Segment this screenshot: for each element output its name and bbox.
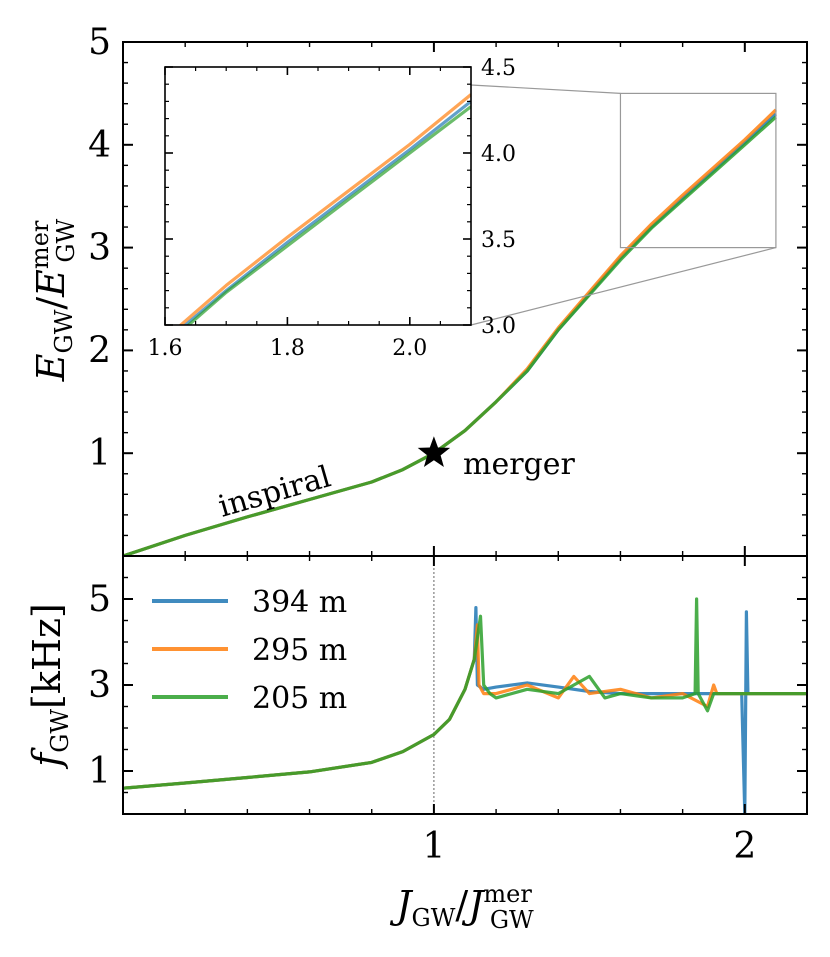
top-ytick-label-2: 2 [88, 330, 111, 371]
inset-background [165, 67, 471, 325]
bottom-ylabel-sub: GW [46, 709, 74, 753]
bottom-ytick-label-5: 5 [88, 579, 111, 620]
inset-xtick-label-1.8: 1.8 [270, 336, 305, 361]
top-ylabel-den-sup: mer [26, 220, 54, 269]
top-ylabel-den: E [29, 269, 73, 298]
top-ytick-labels: 1 2 3 4 5 [88, 22, 111, 474]
bottom-series-group [123, 597, 807, 814]
legend: 394 m 295 m 205 m [152, 585, 347, 716]
inset-ytick-label-4.0: 4.0 [481, 142, 516, 167]
inset-series-line-3 [186, 105, 471, 325]
zoom-connector-line-top [470, 84, 621, 94]
inset-series-line-2 [178, 93, 471, 325]
top-ylabel-den-sub: GW [52, 218, 80, 262]
xlabel-sub: GW [412, 904, 456, 932]
inset-xtick-label-2.0: 2.0 [392, 336, 427, 361]
inset-series-line-1 [182, 100, 471, 325]
svg-text:fGW[kHz]: fGW[kHz] [25, 603, 74, 770]
top-series-group [123, 108, 778, 556]
bottom-xtick-label-1: 1 [422, 826, 445, 867]
inset-ytick-label-4.5: 4.5 [481, 56, 516, 81]
annotation-inspiral: inspiral [215, 459, 335, 524]
bottom-ytick-label-1: 1 [88, 751, 111, 792]
xlabel-j: J [389, 883, 413, 927]
svg-text:EGW/EmerGW: EGW/EmerGW [26, 218, 80, 382]
zoom-connector-line-bottom [470, 247, 777, 326]
inset-panel: 1.6 1.8 2.0 3.0 3.5 4.0 4.5 [148, 56, 517, 361]
legend-label-1: 394 m [252, 585, 347, 620]
top-ylabel-sub: GW [50, 309, 78, 353]
bottom-series-line-1 [123, 606, 807, 814]
bottom-ticks [123, 556, 808, 814]
zoom-indicator-box [619, 92, 777, 249]
bottom-ytick-labels: 1 3 5 [88, 579, 111, 792]
bottom-xtick-label-2: 2 [733, 826, 756, 867]
top-ylabel-slash: / [29, 297, 73, 310]
inset-series-group [178, 93, 471, 325]
bottom-ytick-label-3: 3 [88, 665, 111, 706]
xlabel-slash: / [455, 883, 468, 927]
bottom-ylabel: fGW[kHz] [25, 603, 74, 770]
inset-ticks [164, 66, 471, 326]
inset-ytick-label-3.5: 3.5 [481, 228, 516, 253]
top-ytick-label-4: 4 [88, 125, 111, 166]
xlabel-den-sub: GW [490, 906, 534, 934]
merger-star-marker [417, 436, 451, 467]
legend-label-2: 295 m [252, 633, 347, 668]
top-ylabel: EGW/EmerGW [26, 218, 80, 382]
top-ylabel-e: E [29, 353, 73, 382]
top-ytick-label-3: 3 [88, 228, 111, 269]
bottom-xlabel: JGW/Jmer GW [389, 880, 534, 934]
legend-label-3: 205 m [252, 681, 347, 716]
bottom-series-line-3 [123, 597, 807, 790]
top-ytick-label-5: 5 [88, 22, 111, 63]
annotation-merger: merger [463, 447, 576, 482]
top-series-line-3 [123, 115, 777, 556]
xlabel-den-sup: mer [483, 880, 532, 908]
inset-tick-labels: 1.6 1.8 2.0 3.0 3.5 4.0 4.5 [148, 56, 517, 361]
inset-ytick-label-3.0: 3.0 [481, 314, 516, 339]
bottom-ylabel-unit: [kHz] [25, 603, 69, 709]
top-ytick-label-1: 1 [88, 433, 111, 474]
inset-xtick-label-1.6: 1.6 [148, 336, 183, 361]
